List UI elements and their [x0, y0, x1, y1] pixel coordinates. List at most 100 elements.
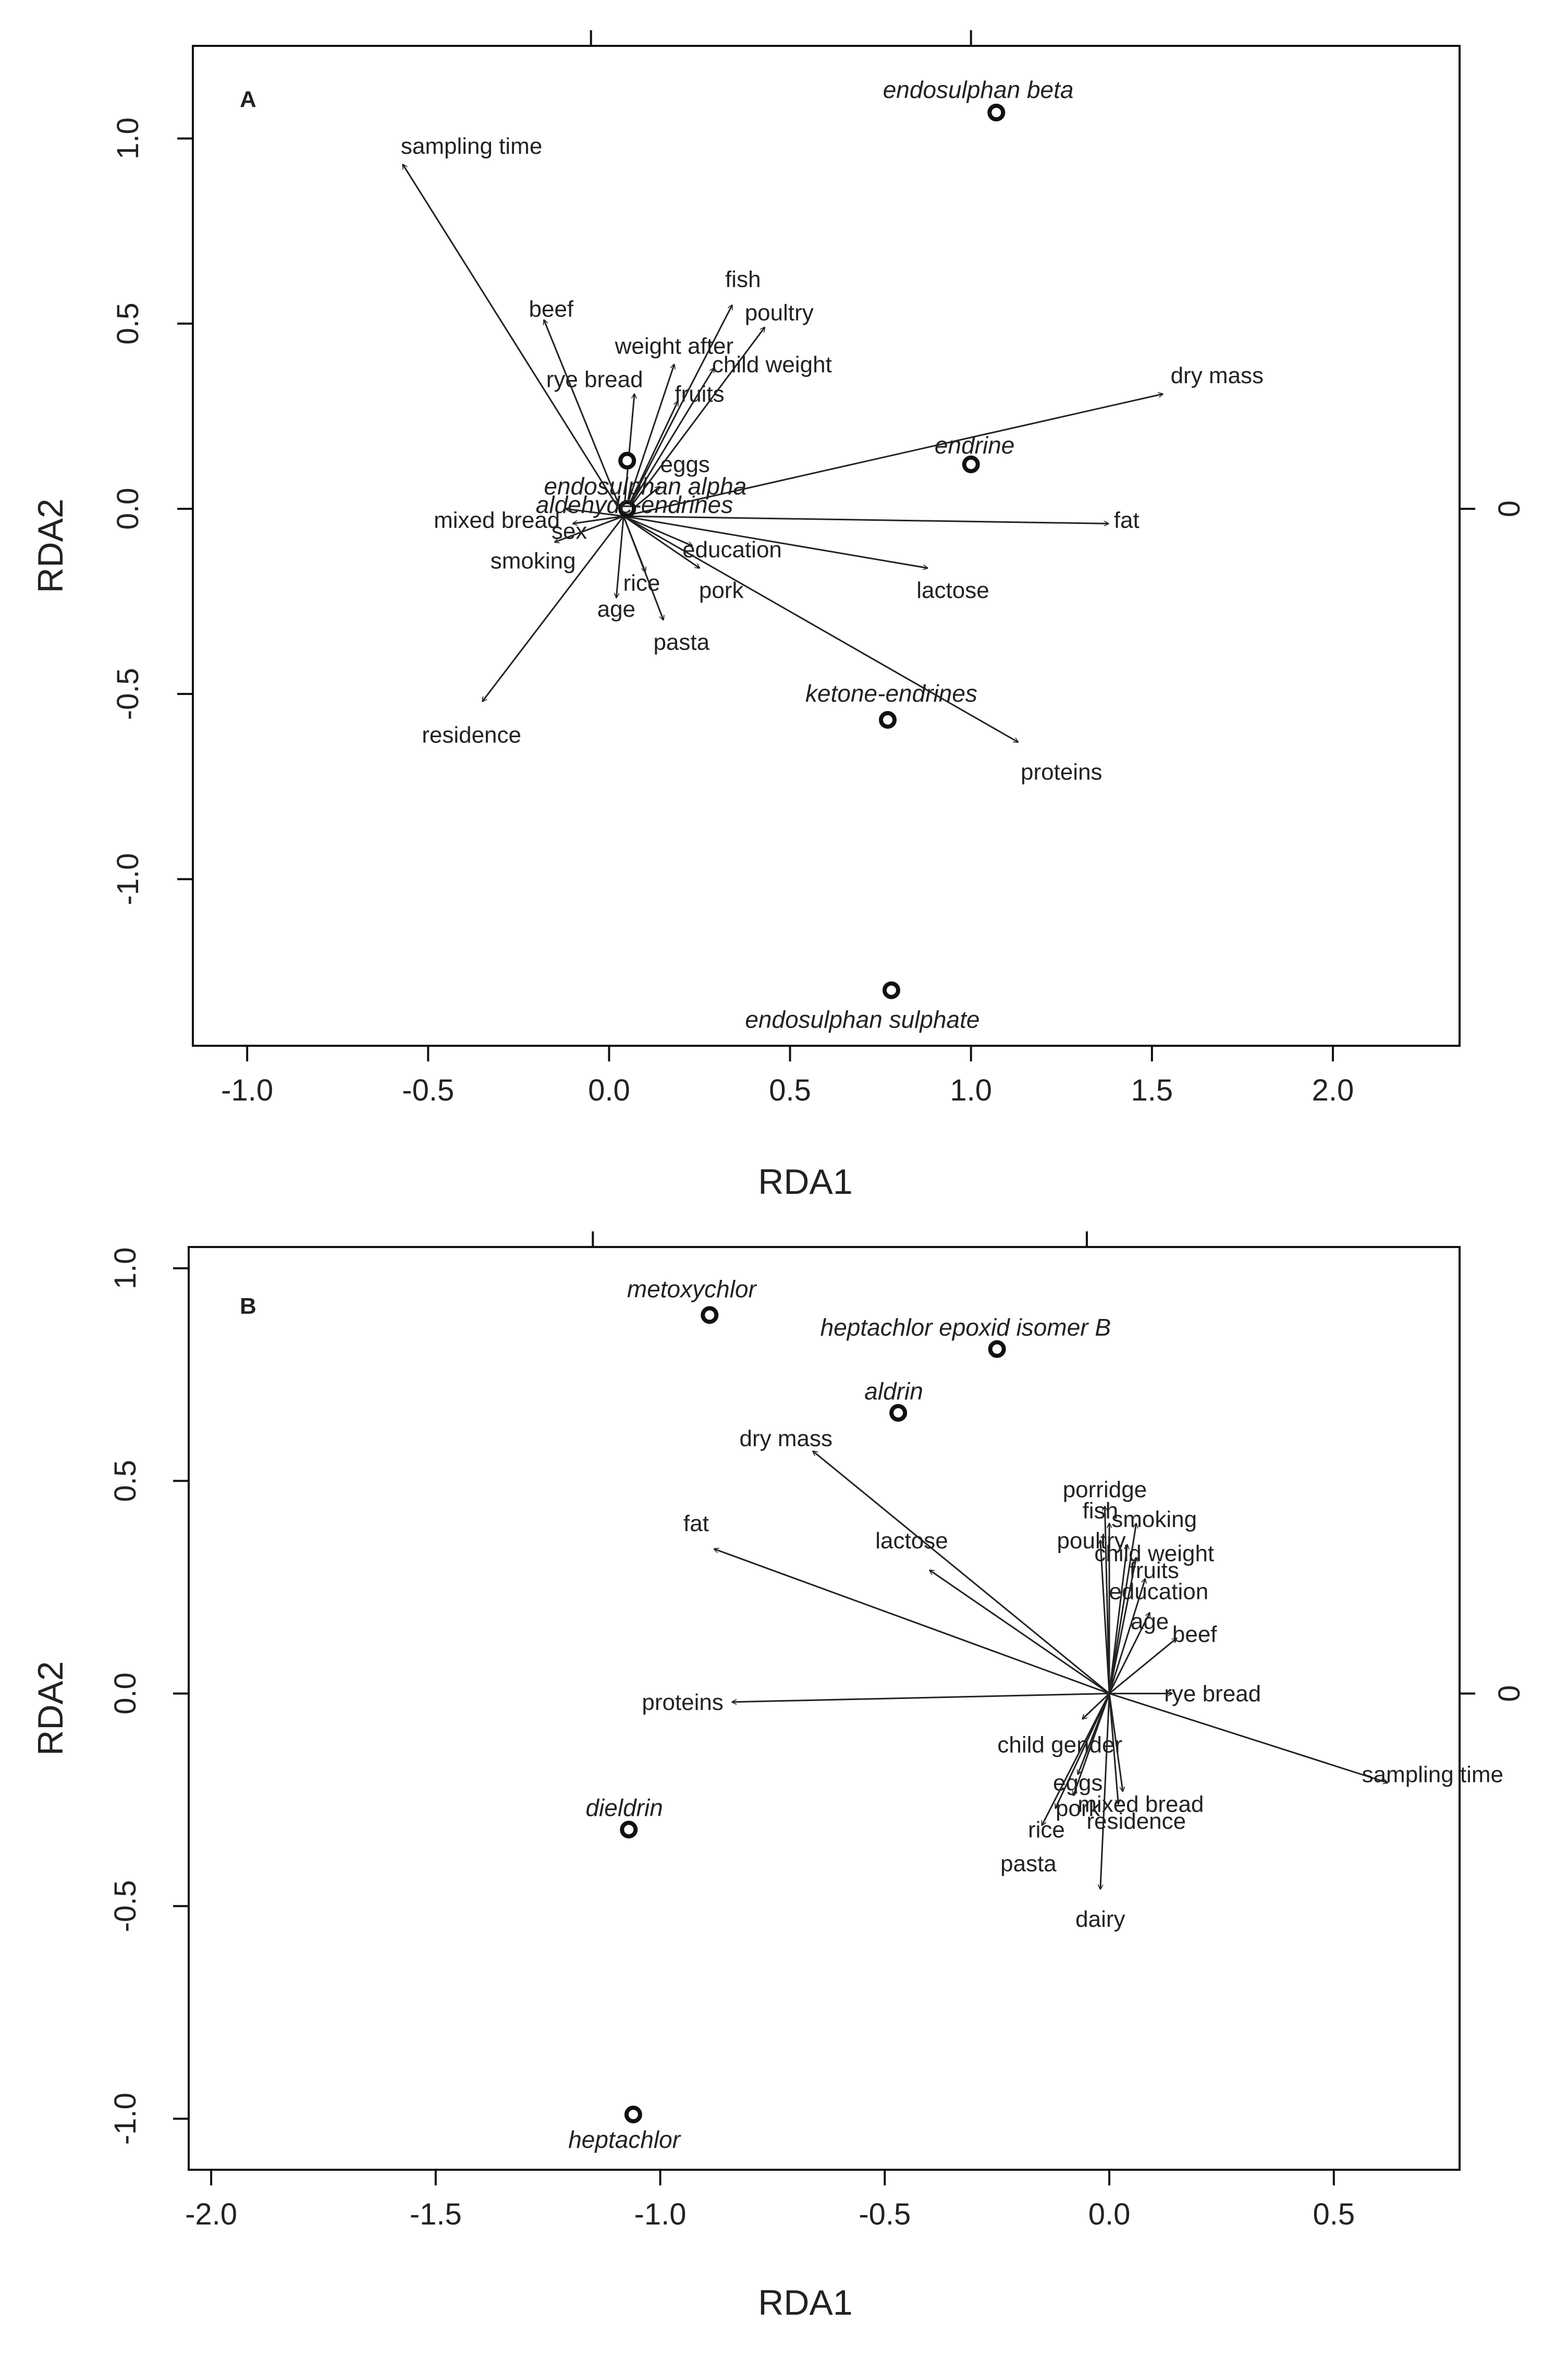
vector-label: lactose	[916, 578, 989, 603]
vector-arrow	[566, 509, 624, 517]
site-point	[988, 1340, 1006, 1358]
vector-label: fruits	[675, 382, 724, 407]
x-tick-label: 0.0	[588, 1073, 630, 1107]
x-tick-label: 0.5	[1313, 2197, 1355, 2231]
site-point	[618, 451, 636, 470]
x-axis-title: RDA1	[758, 2283, 852, 2323]
x-tick-label: -0.5	[402, 1073, 454, 1107]
vector-arrow	[714, 1549, 1110, 1694]
vector-label: beef	[1172, 1621, 1217, 1647]
site-point	[987, 103, 1006, 121]
vector-label: rice	[623, 570, 660, 596]
site-point	[889, 1404, 908, 1422]
vector-arrow	[616, 516, 624, 597]
vector-label: dry mass	[740, 1426, 832, 1451]
vector-label: fish	[1083, 1498, 1118, 1524]
y-tick-label: 1.0	[108, 1247, 142, 1289]
site-point	[701, 1306, 719, 1324]
vector-label: fat	[1114, 507, 1140, 533]
y-axis-title: RDA2	[31, 498, 70, 593]
vector-label: pasta	[1000, 1851, 1057, 1877]
vector-arrow	[623, 515, 1108, 523]
vector-label: child gender	[997, 1732, 1122, 1757]
site-point	[879, 711, 897, 729]
vector-arrow	[623, 515, 1018, 742]
vector-label: residence	[422, 722, 521, 748]
vector-label: age	[597, 596, 635, 622]
vector-arrow	[1108, 1612, 1150, 1694]
vector-arrow	[1073, 1693, 1110, 1795]
x-tick-label: -0.5	[859, 2197, 911, 2231]
vector-label: porridge	[1063, 1477, 1147, 1502]
right-axis-label: 0	[1492, 500, 1526, 517]
site-point	[882, 981, 900, 999]
y-tick-label: 0.0	[108, 1672, 142, 1715]
y-tick-label: -0.5	[108, 1880, 142, 1932]
y-tick-label: 0.5	[111, 302, 145, 345]
vector-label: child weight	[712, 352, 832, 377]
vector-label: smoking	[491, 548, 576, 573]
vector-label: poultry	[1057, 1528, 1126, 1554]
vector-arrow	[929, 1570, 1110, 1694]
vector-arrow	[1100, 1693, 1110, 1889]
vector-label: mixed bread	[1077, 1792, 1204, 1817]
site-label: endosulphan alpha	[544, 472, 746, 499]
plot-frame	[192, 45, 1461, 1047]
vector-label: child weight	[1094, 1541, 1214, 1566]
vector-label: education	[682, 537, 782, 563]
vector-label: rye bread	[1164, 1681, 1261, 1706]
site-label: endrine	[935, 432, 1014, 459]
vector-label: beef	[529, 296, 574, 322]
y-tick-label: -0.5	[111, 668, 145, 720]
vector-arrow	[622, 401, 678, 517]
y-tick-label: 0.0	[111, 488, 145, 530]
site-point	[624, 2105, 642, 2123]
vector-label: dairy	[1075, 1906, 1125, 1932]
vector-arrow	[1109, 1693, 1388, 1782]
y-tick-label: -1.0	[111, 853, 145, 905]
vector-label: education	[1109, 1579, 1208, 1605]
vector-label: sampling time	[401, 133, 542, 159]
vector-label: pork	[699, 578, 744, 603]
site-point	[620, 1820, 638, 1839]
x-tick-label: 2.0	[1312, 1073, 1354, 1107]
vector-arrow	[1041, 1693, 1110, 1825]
x-tick-label: 0.0	[1088, 2197, 1131, 2231]
vector-arrow	[623, 394, 1162, 517]
vector-arrow	[622, 368, 714, 517]
x-axis-title: RDA1	[758, 1162, 852, 1202]
site-label: aldrin	[864, 1377, 923, 1404]
vector-arrow	[1100, 1541, 1110, 1694]
vector-arrow	[622, 305, 733, 517]
right-axis-label: 0	[1492, 1685, 1526, 1702]
vector-arrow	[1108, 1557, 1136, 1694]
panel-letter: A	[240, 87, 256, 112]
vector-label: residence	[1086, 1808, 1186, 1834]
vector-arrow	[1108, 1693, 1123, 1791]
site-point	[618, 499, 636, 518]
vector-label: proteins	[1021, 759, 1102, 785]
panel-letter: B	[240, 1293, 256, 1319]
vector-arrow	[622, 327, 765, 517]
vector-label: weight after	[615, 333, 733, 359]
vector-arrow	[573, 515, 624, 523]
y-tick-label: 1.0	[111, 117, 145, 160]
vector-label: rice	[1028, 1817, 1065, 1842]
vector-arrow	[544, 320, 624, 517]
vector-label: fruits	[1130, 1558, 1179, 1583]
panel-b: B -2.0 -1.5 -1.0 -0.5 0.0 0.5 -1.0 -0.5 0.0 0.5 1.0…	[31, 1231, 1526, 2323]
y-axis-title: RDA2	[31, 1661, 70, 1755]
vector-label: pasta	[653, 630, 709, 655]
x-tick-label: -1.5	[410, 2197, 462, 2231]
vector-arrow	[623, 515, 700, 568]
x-tick-label: -1.0	[634, 2197, 687, 2231]
vector-arrow	[1108, 1693, 1118, 1804]
vector-label: dry mass	[1171, 363, 1264, 388]
x-tick-label: -1.0	[221, 1073, 273, 1107]
vector-label: pork	[1056, 1796, 1101, 1822]
vector-label: rye bread	[546, 366, 643, 392]
site-label: heptachlor epoxid isomer B	[820, 1314, 1111, 1341]
vector-arrow	[732, 1692, 1110, 1702]
site-label: ketone-endrines	[805, 680, 977, 707]
